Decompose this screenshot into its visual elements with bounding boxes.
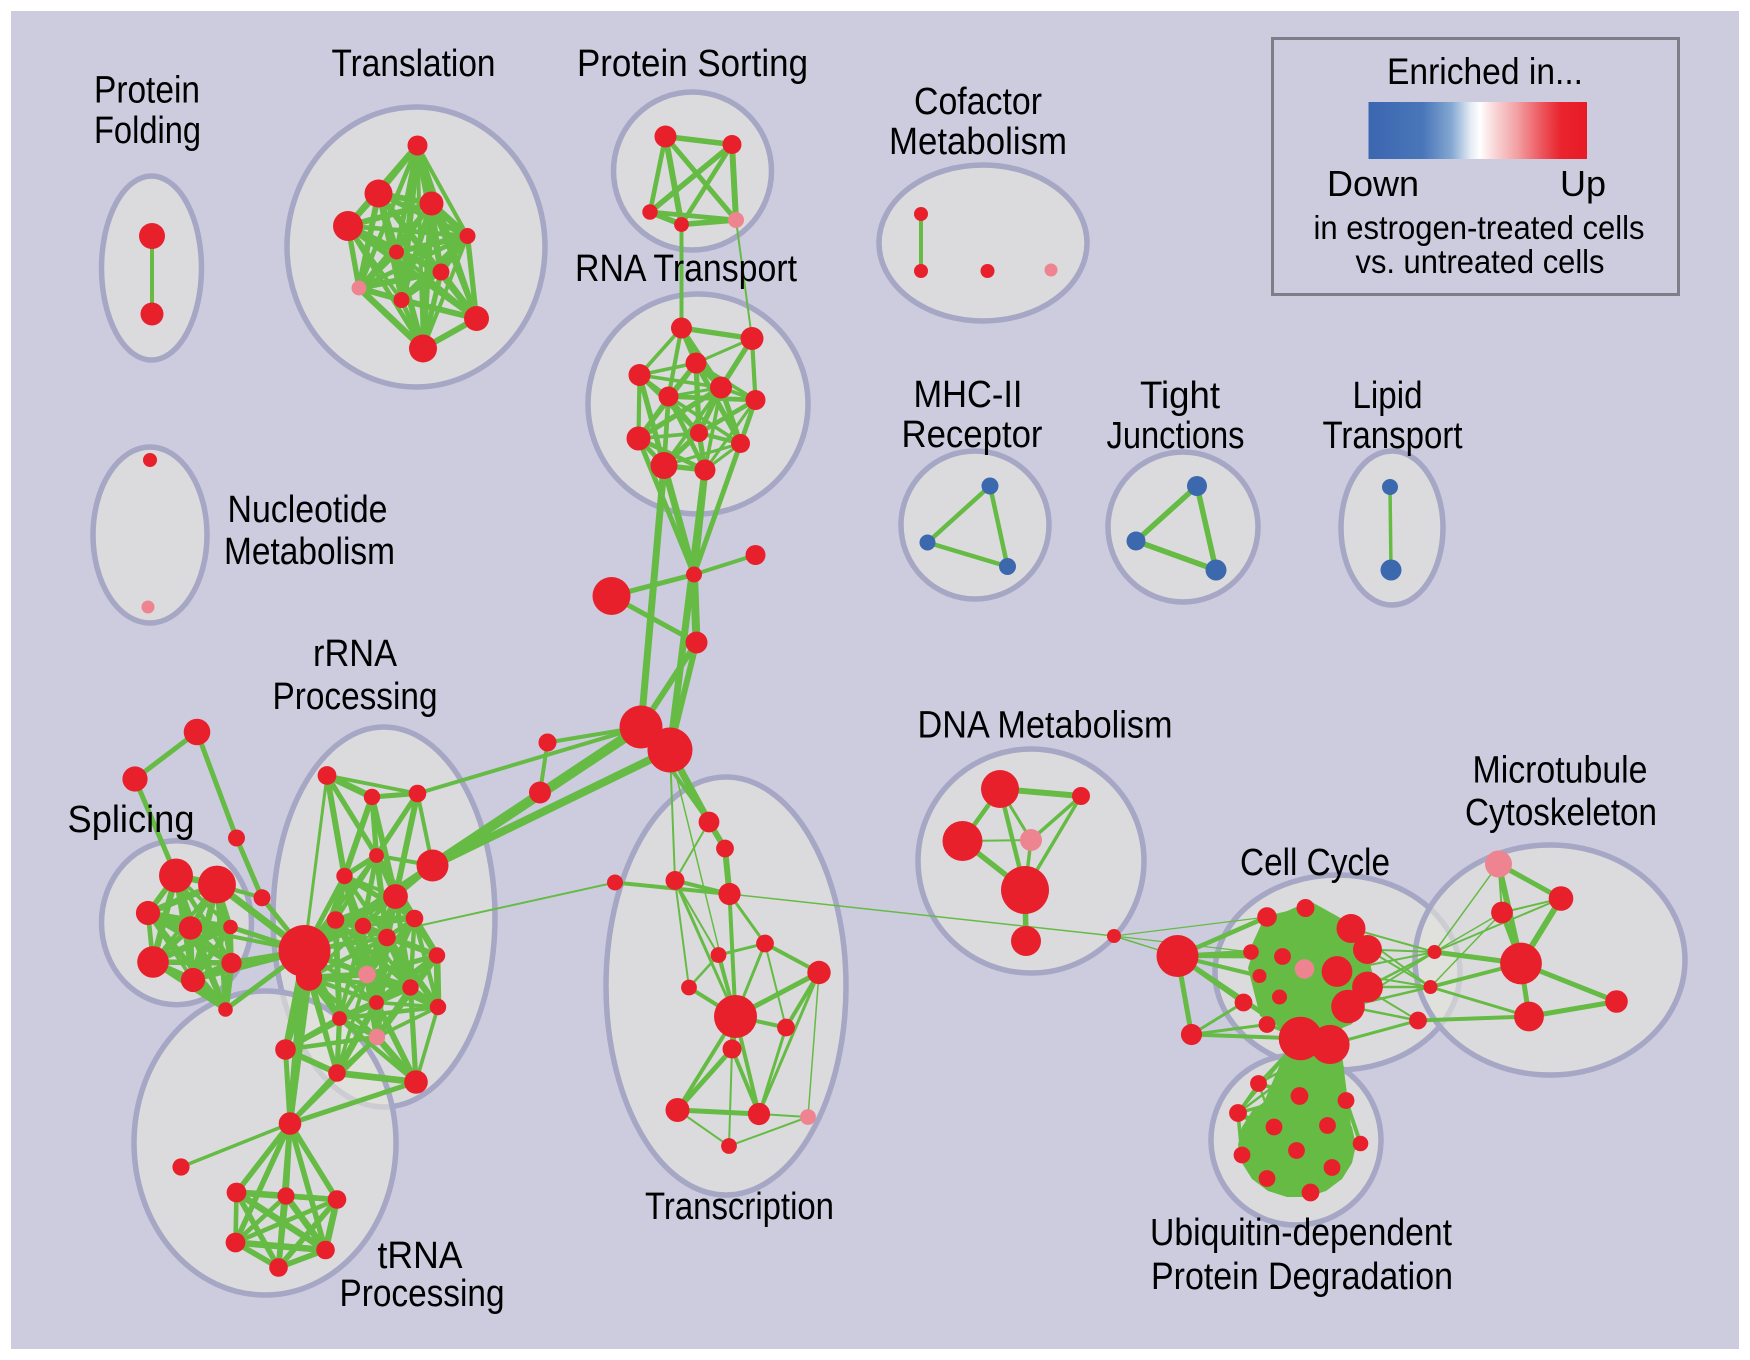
svg-text:Processing: Processing — [273, 676, 438, 718]
svg-text:Translation: Translation — [332, 43, 496, 85]
svg-text:Up: Up — [1560, 163, 1606, 204]
svg-text:Down: Down — [1327, 163, 1419, 204]
svg-text:vs. untreated cells: vs. untreated cells — [1356, 243, 1605, 280]
svg-text:Junctions: Junctions — [1107, 415, 1245, 457]
svg-text:Enriched in...: Enriched in... — [1387, 51, 1583, 92]
svg-text:tRNA: tRNA — [378, 1235, 464, 1277]
svg-text:rRNA: rRNA — [313, 633, 398, 675]
svg-text:Cell Cycle: Cell Cycle — [1240, 842, 1390, 884]
svg-text:Folding: Folding — [94, 110, 201, 152]
svg-text:RNA Transport: RNA Transport — [575, 248, 797, 290]
svg-text:Microtubule: Microtubule — [1473, 750, 1648, 792]
svg-text:Lipid: Lipid — [1353, 375, 1423, 417]
svg-text:Receptor: Receptor — [902, 414, 1043, 456]
svg-text:Protein Sorting: Protein Sorting — [577, 43, 808, 85]
svg-text:DNA Metabolism: DNA Metabolism — [918, 705, 1173, 747]
svg-text:Metabolism: Metabolism — [224, 531, 395, 573]
svg-text:Processing: Processing — [340, 1273, 505, 1315]
svg-text:Splicing: Splicing — [68, 799, 195, 841]
svg-text:Nucleotide: Nucleotide — [228, 489, 388, 531]
svg-text:MHC-II: MHC-II — [914, 374, 1023, 416]
svg-text:Transcription: Transcription — [645, 1186, 834, 1228]
svg-text:in estrogen-treated cells: in estrogen-treated cells — [1314, 209, 1645, 246]
svg-text:Protein Degradation: Protein Degradation — [1151, 1256, 1453, 1298]
svg-text:Tight: Tight — [1140, 375, 1220, 417]
svg-text:Transport: Transport — [1323, 415, 1463, 457]
svg-text:Metabolism: Metabolism — [889, 121, 1067, 163]
svg-text:Ubiquitin-dependent: Ubiquitin-dependent — [1150, 1212, 1452, 1254]
svg-text:Cofactor: Cofactor — [914, 81, 1042, 123]
svg-text:Cytoskeleton: Cytoskeleton — [1465, 792, 1657, 834]
svg-text:Protein: Protein — [94, 70, 200, 112]
